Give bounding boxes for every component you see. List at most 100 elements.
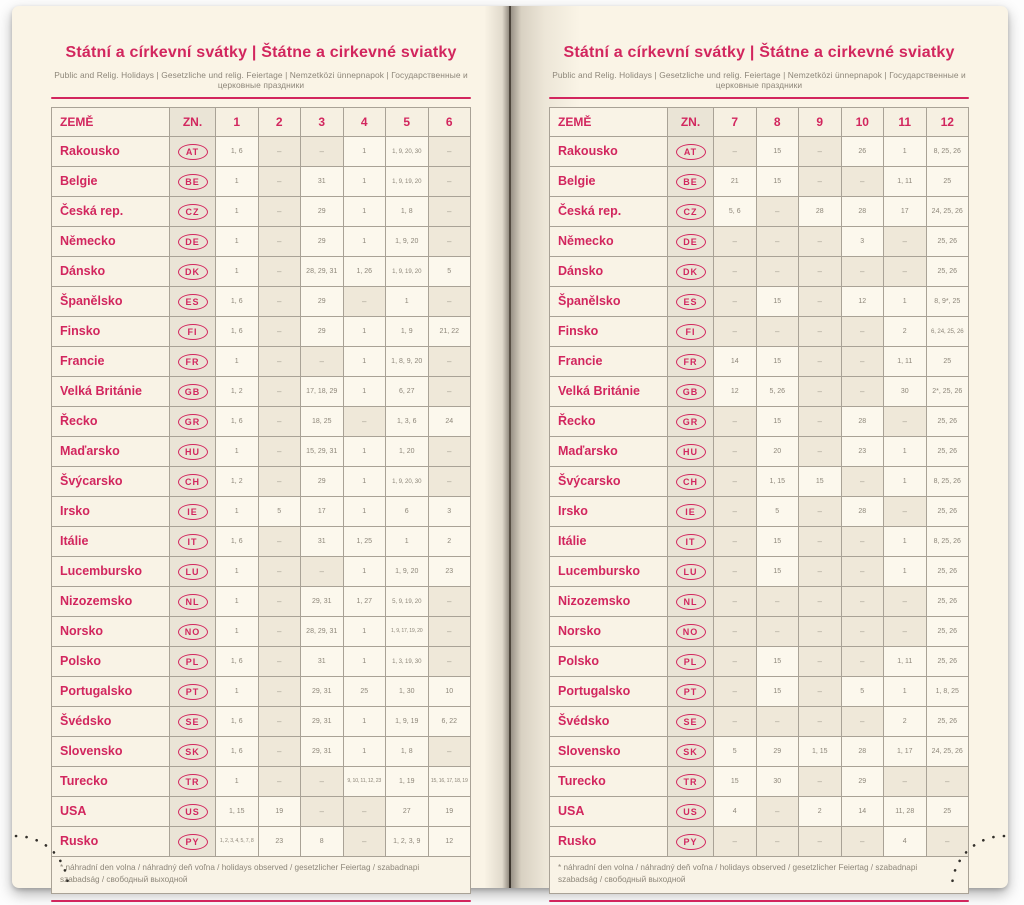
country-code-cell: DE [667,225,714,257]
country-code-cell: PY [169,825,216,857]
holiday-cell: 1, 6 [215,705,259,737]
country-code-cell: AT [169,135,216,167]
country-name: Nizozemsko [51,585,170,617]
holiday-cell: 1, 9 [385,315,429,347]
holiday-cell: – [840,555,884,587]
holiday-cell: – [840,165,884,197]
holiday-cell: 2 [798,795,842,827]
country-code-cell: SK [169,735,216,767]
holiday-cell: 1 [342,735,386,767]
page-right: Státní a církevní svátky | Štátne a cirk… [510,6,1008,903]
holiday-cell: 2*, 25, 26 [925,375,969,407]
holiday-cell: – [257,165,301,197]
col-header-month-9: 9 [798,106,842,137]
country-name: Maďarsko [549,435,668,467]
holiday-cell: – [755,825,799,857]
holiday-cell: 14 [713,345,757,377]
holiday-cell: 24, 25, 26 [925,195,969,227]
holiday-cell: 8, 9*, 25 [925,285,969,317]
holiday-cell: – [713,135,757,167]
country-name: Francie [549,345,668,377]
holiday-cell: – [257,585,301,617]
holiday-cell: 1, 15 [215,795,259,827]
holiday-cell: 1, 8, 25 [925,675,969,707]
table-row: Norsko NO – – – – –25, 26 [549,615,969,647]
holiday-cell: 4 [883,825,927,857]
holiday-cell: – [798,255,842,287]
table-row: Švýcarsko CH –1, 15 15–1 8, 25, 26 [549,465,969,497]
holiday-cell: 25, 26 [925,435,969,467]
holiday-cell: – [755,225,799,257]
holiday-cell: 29 [840,765,884,797]
holiday-cell: 28 [798,195,842,227]
holiday-cell: 1, 2, 3, 4, 5, 7, 8 [215,825,259,857]
country-code-cell: IE [667,495,714,527]
holiday-cell: – [798,375,842,407]
holiday-cell: 1, 2 [215,465,259,497]
holiday-cell: 25, 26 [925,705,969,737]
country-code-badge: SK [675,744,706,761]
holiday-cell: 1 [215,345,259,377]
holiday-cell: – [713,705,757,737]
holiday-cell: 1, 9, 19, 20 [385,165,429,197]
holiday-cell: – [798,495,842,527]
col-header-month-8: 8 [755,106,799,137]
holiday-cell: 1 [215,615,259,647]
holiday-cell: 8, 25, 26 [925,135,969,167]
holiday-cell: – [257,765,301,797]
country-name: Maďarsko [51,435,170,467]
country-name: Velká Británie [51,375,170,407]
country-code-cell: PL [667,645,714,677]
country-name: USA [549,795,668,827]
country-name: Itálie [549,525,668,557]
holiday-cell: 23 [257,825,301,857]
table-row: Belgie BE 1–31 1 1, 9, 19, 20– [51,165,471,197]
holiday-cell: – [925,765,969,797]
table-row: Norsko NO 1–28, 29, 31 1 1, 9, 17, 19, 20– [51,615,471,647]
holiday-cell: 28 [840,195,884,227]
holiday-cell: – [840,255,884,287]
holiday-cell: 25 [925,795,969,827]
holiday-cell: 20 [755,435,799,467]
country-code-cell: HU [169,435,216,467]
table-row: Rakousko AT 1, 6– –1 1, 9, 20, 30– [51,135,471,167]
table-row: Itálie IT –15– –1 8, 25, 26 [549,525,969,557]
holiday-cell: – [257,345,301,377]
holiday-cell: 29 [300,225,344,257]
holiday-cell: – [713,525,757,557]
table-row: Česká rep. CZ 1–29 1 1, 8– [51,195,471,227]
country-name: Belgie [549,165,668,197]
country-code-badge: PY [177,834,208,851]
holiday-cell: – [342,825,386,857]
country-name: Finsko [549,315,668,347]
holiday-cell: – [798,165,842,197]
col-header-month-5: 5 [385,106,429,137]
country-code-badge: GB [177,384,208,401]
country-code-badge: CZ [177,204,208,221]
holiday-cell: 5 [713,735,757,767]
holiday-cell: 1, 9, 20 [385,225,429,257]
holiday-cell: 1, 8, 9, 20 [385,345,429,377]
country-name: Švýcarsko [549,465,668,497]
country-code-cell: CZ [169,195,216,227]
table-row: Rakousko AT –15–26 1 8, 25, 26 [549,135,969,167]
holiday-table-months-1-6: ZEMĚ ZN. 1 2 3 4 5 6 Rakousko AT 1, 6– –1 1, 9, 20, … [51,106,471,857]
page-subtitle: Public and Relig. Holidays | Gesetzliche… [54,69,468,90]
country-code-cell: GR [169,405,216,437]
country-name: Lucembursko [549,555,668,587]
holiday-cell: – [257,555,301,587]
country-code-cell: TR [169,765,216,797]
holiday-cell: 1 [883,555,927,587]
holiday-cell: 4 [713,795,757,827]
holiday-cell: 1 [883,135,927,167]
holiday-cell: 25 [925,345,969,377]
holiday-cell: – [840,465,884,497]
holiday-cell: 1 [883,465,927,497]
col-header-month-7: 7 [713,106,757,137]
country-code-cell: PY [667,825,714,857]
holiday-cell: 1 [342,435,386,467]
holiday-cell: 15 [755,165,799,197]
country-name: Řecko [51,405,170,437]
country-name: Belgie [51,165,170,197]
holiday-cell: – [342,795,386,827]
